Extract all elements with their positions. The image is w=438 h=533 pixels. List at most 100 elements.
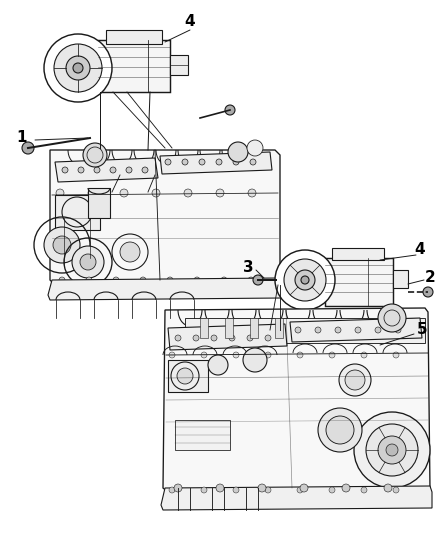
Circle shape — [208, 355, 228, 375]
Circle shape — [165, 159, 171, 165]
Circle shape — [265, 352, 271, 358]
Circle shape — [221, 277, 227, 283]
Circle shape — [329, 487, 335, 493]
Circle shape — [182, 159, 188, 165]
Circle shape — [300, 484, 308, 492]
Circle shape — [44, 34, 112, 102]
Circle shape — [297, 352, 303, 358]
Text: 2: 2 — [424, 271, 435, 286]
Circle shape — [59, 277, 65, 283]
Circle shape — [120, 242, 140, 262]
Bar — [393, 270, 408, 288]
Circle shape — [275, 250, 335, 310]
Circle shape — [83, 143, 107, 167]
Circle shape — [216, 484, 224, 492]
Circle shape — [253, 275, 263, 285]
Polygon shape — [55, 158, 158, 182]
Circle shape — [297, 487, 303, 493]
Bar — [185, 318, 425, 343]
Circle shape — [22, 142, 34, 154]
Polygon shape — [290, 318, 422, 342]
Circle shape — [366, 424, 418, 476]
Circle shape — [152, 189, 160, 197]
Polygon shape — [48, 278, 282, 300]
Circle shape — [375, 327, 381, 333]
Bar — [225, 318, 233, 338]
Text: 4: 4 — [415, 243, 425, 257]
Polygon shape — [50, 150, 280, 285]
Polygon shape — [160, 152, 272, 174]
Circle shape — [295, 327, 301, 333]
Circle shape — [169, 487, 175, 493]
Polygon shape — [168, 324, 287, 350]
Circle shape — [54, 44, 102, 92]
Polygon shape — [163, 308, 430, 492]
Circle shape — [284, 259, 326, 301]
Circle shape — [142, 167, 148, 173]
Circle shape — [247, 140, 263, 156]
Circle shape — [339, 364, 371, 396]
Circle shape — [53, 236, 71, 254]
Circle shape — [315, 327, 321, 333]
Circle shape — [295, 270, 315, 290]
Circle shape — [326, 416, 354, 444]
Circle shape — [140, 277, 146, 283]
Circle shape — [248, 277, 254, 283]
Bar — [325, 258, 393, 306]
Circle shape — [233, 487, 239, 493]
Circle shape — [423, 287, 433, 297]
Circle shape — [225, 105, 235, 115]
Circle shape — [193, 335, 199, 341]
Circle shape — [177, 368, 193, 384]
Circle shape — [72, 246, 104, 278]
Bar — [250, 318, 258, 338]
Circle shape — [73, 63, 83, 73]
Bar — [175, 420, 230, 450]
Circle shape — [120, 189, 128, 197]
Circle shape — [86, 277, 92, 283]
Circle shape — [345, 370, 365, 390]
Circle shape — [250, 159, 256, 165]
Text: 3: 3 — [243, 261, 253, 276]
Circle shape — [194, 277, 200, 283]
Circle shape — [44, 227, 80, 263]
Circle shape — [211, 335, 217, 341]
Circle shape — [169, 352, 175, 358]
Circle shape — [174, 484, 182, 492]
Bar — [106, 30, 162, 44]
Circle shape — [386, 444, 398, 456]
Circle shape — [110, 167, 116, 173]
Circle shape — [228, 142, 248, 162]
Circle shape — [233, 352, 239, 358]
Circle shape — [94, 167, 100, 173]
Circle shape — [216, 189, 224, 197]
Circle shape — [184, 189, 192, 197]
Circle shape — [248, 189, 256, 197]
Text: 5: 5 — [417, 322, 427, 337]
Circle shape — [113, 277, 119, 283]
Circle shape — [229, 335, 235, 341]
Circle shape — [66, 56, 90, 80]
Circle shape — [384, 484, 392, 492]
Bar — [275, 318, 283, 338]
Circle shape — [354, 412, 430, 488]
Circle shape — [126, 167, 132, 173]
Circle shape — [265, 335, 271, 341]
Bar — [332, 248, 384, 260]
Circle shape — [243, 348, 267, 372]
Circle shape — [393, 487, 399, 493]
Circle shape — [301, 276, 309, 284]
Text: 4: 4 — [185, 14, 195, 29]
Polygon shape — [161, 486, 432, 510]
Circle shape — [247, 335, 253, 341]
Circle shape — [199, 159, 205, 165]
Circle shape — [342, 484, 350, 492]
Circle shape — [233, 159, 239, 165]
Bar — [98, 40, 170, 92]
Circle shape — [393, 352, 399, 358]
Circle shape — [88, 189, 96, 197]
Bar — [168, 360, 208, 392]
Circle shape — [378, 436, 406, 464]
Circle shape — [78, 167, 84, 173]
Circle shape — [167, 277, 173, 283]
